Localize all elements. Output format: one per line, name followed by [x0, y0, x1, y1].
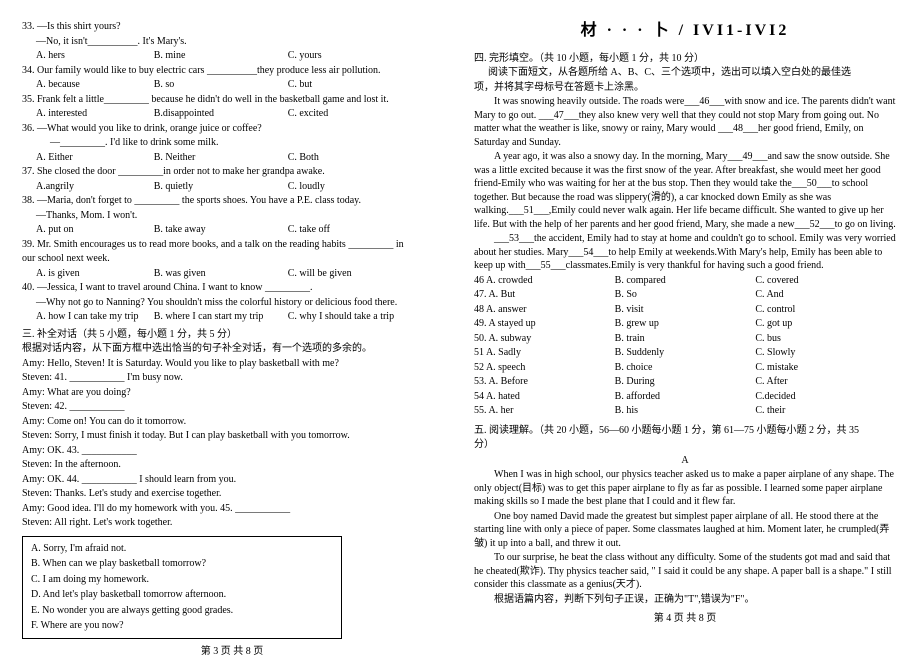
dialog-8: Steven: In the afternoon. — [22, 458, 442, 472]
left-footer: 第 3 页 共 8 页 — [22, 645, 442, 658]
q33-a: A. hers — [36, 49, 154, 63]
box-c: C. I am doing my homework. — [31, 572, 333, 588]
reading-p3: To our surprise, he beat the class witho… — [474, 551, 896, 592]
cloze-p3: ___53___the accident, Emily had to stay … — [474, 232, 896, 273]
q34-stem: 34. Our family would like to buy electri… — [22, 64, 442, 78]
q36-a: A. Either — [36, 151, 154, 165]
dialog-11: Amy: Good idea. I'll do my homework with… — [22, 502, 442, 516]
q35-stem: 35. Frank felt a little_________ because… — [22, 93, 442, 107]
left-column: 33. —Is this shirt yours? —No, it isn't_… — [0, 0, 460, 651]
o49: 49. A stayed upB. grew upC. got up — [474, 317, 896, 331]
q34-b: B. so — [154, 78, 288, 92]
right-column: 材 · · · 卜 / IVI1-IVI2 四. 完形填空。（共 10 小题，每… — [460, 0, 920, 651]
q40-opts: A. how I can take my trip B. where I can… — [22, 310, 442, 324]
o55: 55. A. herB. hisC. their — [474, 404, 896, 418]
q37-a: A.angrily — [36, 180, 154, 194]
reading-p1: When I was in high school, our physics t… — [474, 468, 896, 509]
q39-stem1: 39. Mr. Smith encourages us to read more… — [22, 238, 442, 252]
box-e: E. No wonder you are always getting good… — [31, 603, 333, 619]
right-footer: 第 4 页 共 8 页 — [474, 612, 896, 626]
o54: 54 A. hatedB. affordedC.decided — [474, 390, 896, 404]
q38-a: A. put on — [36, 223, 154, 237]
o47: 47. A. ButB. SoC. And — [474, 288, 896, 302]
o48: 48 A. answerB. visitC. control — [474, 303, 896, 317]
q40-stem2: —Why not go to Nanning? You shouldn't mi… — [22, 296, 442, 310]
q40-stem1: 40. —Jessica, I want to travel around Ch… — [22, 281, 442, 295]
reading-end: 根据语篇内容，判断下列句子正误，正确为"T",错误为"F"。 — [474, 593, 896, 607]
box-b: B. When can we play basketball tomorrow? — [31, 556, 333, 572]
dialog-4: Steven: 42. ___________ — [22, 400, 442, 414]
dialog-7: Amy: OK. 43. ___________ — [22, 444, 442, 458]
sec4-sub1: 阅读下面短文，从各题所给 A、B、C、三个选项中，选出可以填入空白处的最佳选 — [474, 66, 896, 80]
sec5-title2: 分） — [474, 438, 896, 452]
header-fragment: 材 · · · 卜 / IVI1-IVI2 — [474, 20, 896, 42]
q38-stem2: —Thanks, Mom. I won't. — [22, 209, 442, 223]
box-d: D. And let's play basketball tomorrow af… — [31, 587, 333, 603]
q35-c: C. excited — [288, 107, 442, 121]
q36-c: C. Both — [288, 151, 442, 165]
q38-opts: A. put on B. take away C. take off — [22, 223, 442, 237]
q38-c: C. take off — [288, 223, 442, 237]
q37-c: C. loudly — [288, 180, 442, 194]
q38-stem1: 38. —Maria, don't forget to _________ th… — [22, 194, 442, 208]
reading-p2: One boy named David made the greatest bu… — [474, 510, 896, 551]
q34-c: C. but — [288, 78, 442, 92]
q40-a: A. how I can take my trip — [36, 310, 154, 324]
q33-c: C. yours — [288, 49, 442, 63]
q38-b: B. take away — [154, 223, 288, 237]
dialog-1: Amy: Hello, Steven! It is Saturday. Woul… — [22, 357, 442, 371]
dialog-3: Amy: What are you doing? — [22, 386, 442, 400]
q35-opts: A. interested B.disappointed C. excited — [22, 107, 442, 121]
sec3-title: 三. 补全对话（共 5 小题，每小题 1 分，共 5 分） — [22, 328, 442, 342]
q39-b: B. was given — [154, 267, 288, 281]
dialog-9: Amy: OK. 44. ___________ I should learn … — [22, 473, 442, 487]
o51: 51 A. SadlyB. SuddenlyC. Slowly — [474, 346, 896, 360]
dialog-12: Steven: All right. Let's work together. — [22, 516, 442, 530]
cloze-p2: A year ago, it was also a snowy day. In … — [474, 150, 896, 231]
dialog-10: Steven: Thanks. Let's study and exercise… — [22, 487, 442, 501]
sec5-title: 五. 阅读理解。（共 20 小题，56—60 小题每小题 1 分，第 61—75… — [474, 424, 896, 438]
q36-stem2: —_________. I'd like to drink some milk. — [22, 136, 442, 150]
q39-stem2: our school next week. — [22, 252, 442, 266]
dialog-5: Amy: Come on! You can do it tomorrow. — [22, 415, 442, 429]
o46: 46 A. crowdedB. comparedC. covered — [474, 274, 896, 288]
sec4-sub2: 项，并将其字母标号在答题卡上涂黑。 — [474, 81, 896, 95]
o50: 50. A. subwayB. trainC. bus — [474, 332, 896, 346]
q33-stem2: —No, it isn't__________. It's Mary's. — [22, 35, 442, 49]
q37-opts: A.angrily B. quietly C. loudly — [22, 180, 442, 194]
dialog-2: Steven: 41. ___________ I'm busy now. — [22, 371, 442, 385]
options-box: A. Sorry, I'm afraid not. B. When can we… — [22, 536, 342, 639]
box-a: A. Sorry, I'm afraid not. — [31, 541, 333, 557]
q39-opts: A. is given B. was given C. will be give… — [22, 267, 442, 281]
q33-opts: A. hers B. mine C. yours — [22, 49, 442, 63]
q33-b: B. mine — [154, 49, 288, 63]
q34-opts: A. because B. so C. but — [22, 78, 442, 92]
q40-c: C. why I should take a trip — [288, 310, 442, 324]
q40-b: B. where I can start my trip — [154, 310, 288, 324]
sec4-title: 四. 完形填空。（共 10 小题，每小题 1 分，共 10 分） — [474, 52, 896, 66]
cloze-p1: It was snowing heavily outside. The road… — [474, 95, 896, 149]
box-f: F. Where are you now? — [31, 618, 333, 634]
dialog-6: Steven: Sorry, I must finish it today. B… — [22, 429, 442, 443]
q37-stem: 37. She closed the door _________in orde… — [22, 165, 442, 179]
o52: 52 A. speechB. choiceC. mistake — [474, 361, 896, 375]
q35-a: A. interested — [36, 107, 154, 121]
q35-b: B.disappointed — [154, 107, 288, 121]
passage-a-label: A — [474, 454, 896, 468]
q37-b: B. quietly — [154, 180, 288, 194]
page-spread: 33. —Is this shirt yours? —No, it isn't_… — [0, 0, 920, 651]
q39-c: C. will be given — [288, 267, 442, 281]
q39-a: A. is given — [36, 267, 154, 281]
o53: 53. A. BeforeB. DuringC. After — [474, 375, 896, 389]
q36-opts: A. Either B. Neither C. Both — [22, 151, 442, 165]
q34-a: A. because — [36, 78, 154, 92]
q33-stem1: 33. —Is this shirt yours? — [22, 20, 442, 34]
q36-stem1: 36. —What would you like to drink, orang… — [22, 122, 442, 136]
sec3-sub: 根据对话内容，从下面方框中选出恰当的句子补全对话，有一个选项的多余的。 — [22, 342, 442, 356]
q36-b: B. Neither — [154, 151, 288, 165]
